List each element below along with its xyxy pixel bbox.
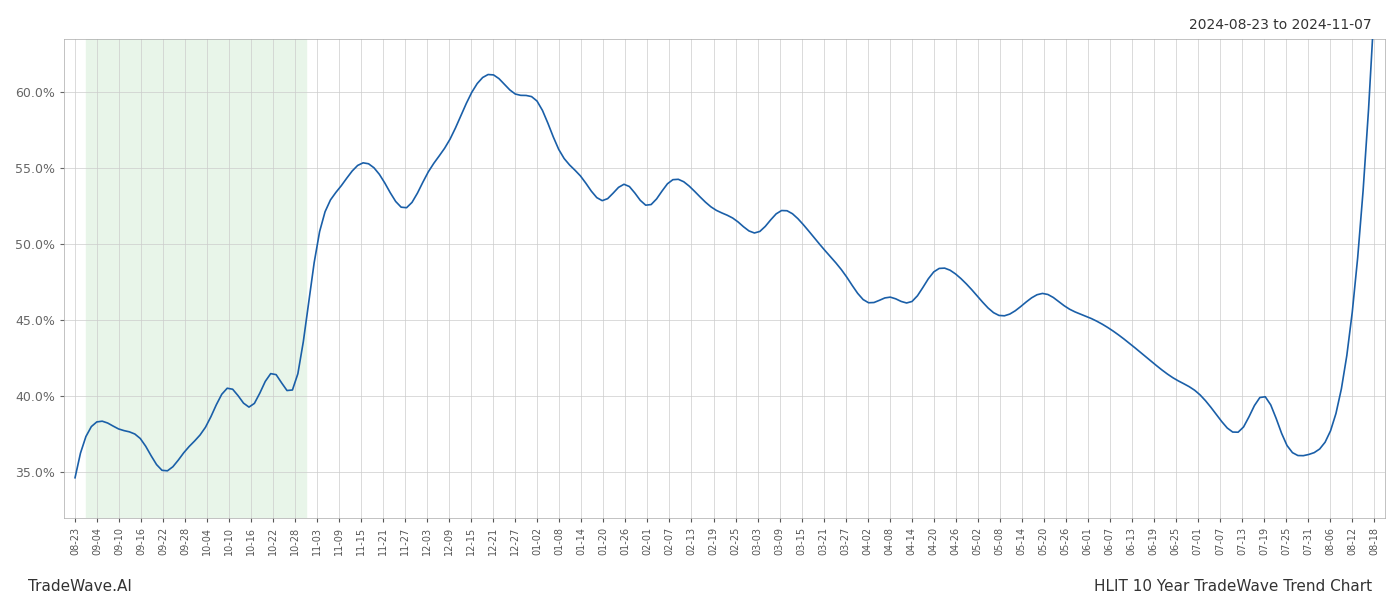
Text: HLIT 10 Year TradeWave Trend Chart: HLIT 10 Year TradeWave Trend Chart: [1093, 579, 1372, 594]
Bar: [85, 39, 307, 518]
Text: 2024-08-23 to 2024-11-07: 2024-08-23 to 2024-11-07: [1190, 18, 1372, 32]
Text: TradeWave.AI: TradeWave.AI: [28, 579, 132, 594]
